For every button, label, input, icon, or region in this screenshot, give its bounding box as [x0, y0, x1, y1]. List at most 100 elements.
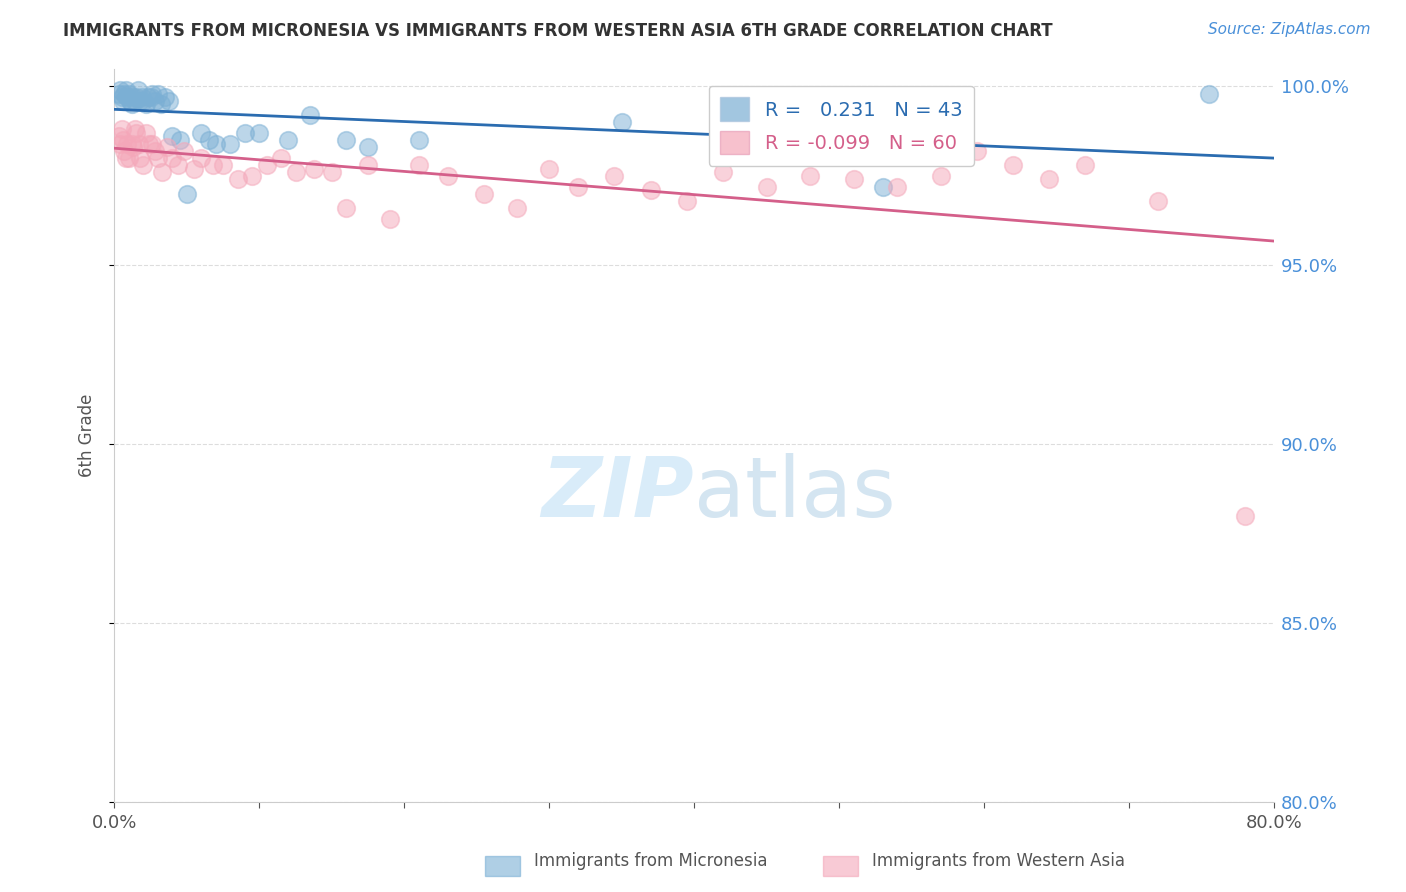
Point	[321, 165, 343, 179]
Point	[114, 87, 136, 101]
Point	[335, 133, 357, 147]
Point	[190, 151, 212, 165]
Point	[114, 144, 136, 158]
Point	[155, 140, 177, 154]
Text: Immigrants from Micronesia: Immigrants from Micronesia	[534, 852, 768, 870]
Point	[256, 158, 278, 172]
Point	[157, 94, 180, 108]
Point	[284, 165, 307, 179]
Point	[842, 172, 865, 186]
Point	[146, 87, 169, 101]
Point	[128, 136, 150, 151]
Text: atlas: atlas	[695, 453, 896, 534]
Point	[886, 179, 908, 194]
Point	[122, 90, 145, 104]
Point	[204, 136, 226, 151]
Point	[108, 83, 131, 97]
Point	[1074, 158, 1097, 172]
Point	[122, 140, 145, 154]
Y-axis label: 6th Grade: 6th Grade	[79, 393, 96, 477]
Point	[129, 151, 152, 165]
Point	[676, 194, 699, 208]
Point	[378, 211, 401, 226]
Point	[108, 136, 131, 151]
Point	[125, 90, 148, 104]
Point	[247, 126, 270, 140]
Point	[277, 133, 299, 147]
Point	[610, 115, 633, 129]
Point	[143, 144, 166, 158]
Point	[111, 133, 134, 147]
Point	[115, 151, 138, 165]
Point	[125, 126, 148, 140]
Point	[146, 151, 169, 165]
Point	[335, 201, 357, 215]
Text: Source: ZipAtlas.com: Source: ZipAtlas.com	[1208, 22, 1371, 37]
Point	[176, 186, 198, 201]
Point	[115, 83, 138, 97]
Point	[183, 161, 205, 176]
Point	[357, 140, 380, 154]
Point	[640, 183, 662, 197]
Point	[162, 129, 184, 144]
Point	[139, 90, 162, 104]
Point	[124, 94, 146, 108]
Point	[270, 151, 292, 165]
Point	[162, 151, 184, 165]
Point	[118, 151, 141, 165]
Point	[408, 158, 430, 172]
Point	[929, 169, 952, 183]
Point	[711, 165, 734, 179]
Point	[190, 126, 212, 140]
Point	[567, 179, 589, 194]
Point	[135, 97, 157, 112]
Point	[138, 136, 160, 151]
Point	[121, 136, 143, 151]
Point	[141, 136, 163, 151]
Point	[408, 133, 430, 147]
Point	[298, 108, 321, 122]
Point	[872, 179, 894, 194]
Point	[153, 90, 176, 104]
Point	[131, 90, 153, 104]
Point	[799, 169, 821, 183]
Text: ZIP: ZIP	[541, 453, 695, 534]
Point	[1147, 194, 1170, 208]
Point	[603, 169, 626, 183]
Point	[212, 158, 235, 172]
Point	[1038, 172, 1060, 186]
Point	[538, 161, 561, 176]
Point	[120, 94, 142, 108]
Point	[1198, 87, 1220, 101]
Point	[966, 144, 988, 158]
Text: Immigrants from Western Asia: Immigrants from Western Asia	[872, 852, 1125, 870]
Point	[132, 158, 155, 172]
Point	[129, 94, 152, 108]
Point	[107, 87, 129, 101]
Point	[226, 172, 249, 186]
Point	[506, 201, 529, 215]
Point	[141, 87, 163, 101]
Point	[127, 83, 149, 97]
Point	[304, 161, 326, 176]
Point	[136, 90, 159, 104]
Point	[197, 133, 219, 147]
Point	[240, 169, 263, 183]
Point	[117, 90, 139, 104]
Point	[118, 87, 141, 101]
Point	[201, 158, 224, 172]
Point	[124, 122, 146, 136]
Point	[121, 97, 143, 112]
Point	[135, 126, 157, 140]
Point	[233, 126, 256, 140]
Point	[436, 169, 458, 183]
Point	[1233, 508, 1256, 523]
Point	[117, 136, 139, 151]
Point	[111, 94, 134, 108]
Point	[169, 133, 191, 147]
Point	[143, 94, 166, 108]
Point	[1001, 158, 1024, 172]
Point	[167, 158, 190, 172]
Point	[472, 186, 495, 201]
Legend: R =   0.231   N = 43, R = -0.099   N = 60: R = 0.231 N = 43, R = -0.099 N = 60	[709, 86, 974, 166]
